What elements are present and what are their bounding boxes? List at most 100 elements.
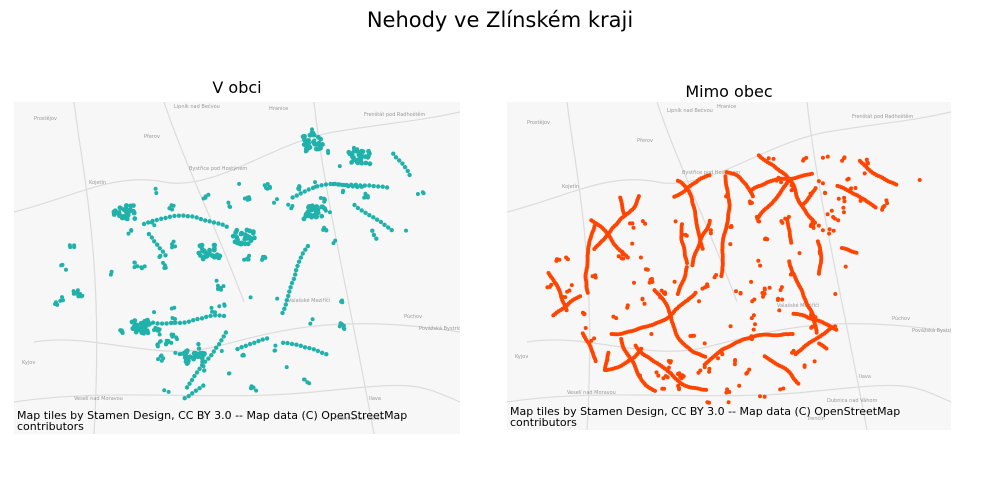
accident-point (132, 216, 138, 221)
accident-point (131, 203, 136, 208)
accident-point (293, 268, 299, 273)
map-v-obci[interactable]: Prostějov Lipník nad Bečvou Hranice Fren… (14, 102, 460, 434)
accident-point (322, 225, 327, 230)
accident-point (685, 261, 689, 265)
accident-point (778, 387, 783, 392)
accident-point (154, 217, 159, 223)
accident-point (196, 341, 201, 347)
accident-point (155, 321, 160, 326)
accident-point (310, 317, 315, 322)
accident-point (812, 359, 817, 364)
accident-point (776, 175, 781, 180)
accident-point (217, 313, 222, 318)
accident-point (338, 321, 343, 326)
accident-point (816, 223, 821, 228)
accident-point (222, 303, 227, 308)
accident-point (818, 251, 822, 256)
accident-point (131, 320, 137, 325)
accident-point (816, 179, 821, 184)
accident-point (810, 219, 815, 224)
accident-point (337, 182, 342, 187)
svg-text:Bystřice pod Hostýnem: Bystřice pod Hostýnem (682, 169, 740, 176)
accident-point (183, 353, 189, 359)
accident-point (645, 267, 650, 272)
accident-point (146, 231, 152, 237)
accident-point (333, 238, 338, 243)
svg-text:Valašské Meziříčí: Valašské Meziříčí (288, 297, 331, 304)
accident-point (604, 368, 609, 373)
accident-point (241, 353, 246, 358)
accident-point (252, 235, 257, 241)
map-mimo-obec[interactable]: Prostějov Lipník nad Bečvou Hranice Fren… (507, 102, 951, 430)
accident-point (341, 182, 347, 188)
accident-point (214, 278, 219, 283)
accident-point (164, 321, 169, 326)
accident-point (169, 340, 174, 345)
accident-point (187, 381, 192, 386)
accident-point (697, 299, 701, 304)
accident-point (752, 297, 757, 302)
accident-point (59, 263, 64, 268)
accident-point (783, 216, 788, 221)
accident-point (226, 200, 231, 205)
accident-point (681, 374, 685, 379)
accident-point (864, 157, 869, 162)
accident-point (182, 396, 187, 401)
accident-point (186, 319, 192, 324)
accident-point (884, 198, 889, 203)
accident-point (834, 327, 839, 332)
accident-point (181, 213, 186, 218)
accident-point (774, 178, 779, 183)
accident-point (780, 297, 785, 302)
accident-point (182, 320, 187, 325)
accident-point (771, 156, 776, 161)
accident-point (140, 321, 146, 327)
svg-text:Trenčín: Trenčín (806, 415, 825, 422)
accident-point (251, 385, 256, 390)
accident-point (314, 214, 319, 220)
accident-point (137, 327, 142, 333)
accident-point (242, 236, 248, 242)
accident-point (642, 301, 647, 306)
accident-point (833, 292, 838, 296)
accident-point (349, 160, 354, 165)
accident-point (829, 208, 834, 213)
accident-point (159, 353, 164, 358)
accident-point (326, 148, 330, 153)
accident-point (378, 219, 384, 225)
accident-point (393, 155, 399, 160)
accident-point (605, 358, 610, 362)
accident-point (753, 322, 757, 327)
accident-point (280, 310, 285, 316)
accident-point (359, 184, 364, 189)
accident-point (224, 224, 229, 229)
accident-point (256, 338, 261, 344)
accident-point (354, 148, 359, 154)
accident-point (705, 284, 710, 289)
accident-point (265, 182, 270, 186)
accident-point (124, 207, 129, 213)
svg-text:Frenštát pod Radhoštěm: Frenštát pod Radhoštěm (852, 113, 913, 120)
accident-point (286, 202, 291, 207)
accident-point (407, 172, 412, 178)
accident-point (202, 368, 207, 373)
accident-point (866, 161, 870, 166)
accident-point (152, 310, 156, 315)
accident-point (194, 215, 199, 220)
accident-point (811, 223, 816, 228)
accident-point (675, 178, 680, 183)
accident-point (298, 255, 304, 260)
accident-point (245, 195, 250, 200)
accident-point (285, 340, 290, 346)
accident-point (79, 294, 84, 299)
accident-point (311, 347, 316, 352)
accident-point (341, 323, 346, 328)
accident-point (300, 134, 306, 140)
svg-text:Valašské Meziříčí: Valašské Meziříčí (777, 302, 820, 309)
accident-point (126, 231, 131, 236)
accident-point (843, 264, 848, 269)
accident-point (754, 214, 759, 219)
accident-point (157, 246, 162, 251)
accident-point (199, 244, 204, 250)
accident-point (185, 358, 191, 363)
